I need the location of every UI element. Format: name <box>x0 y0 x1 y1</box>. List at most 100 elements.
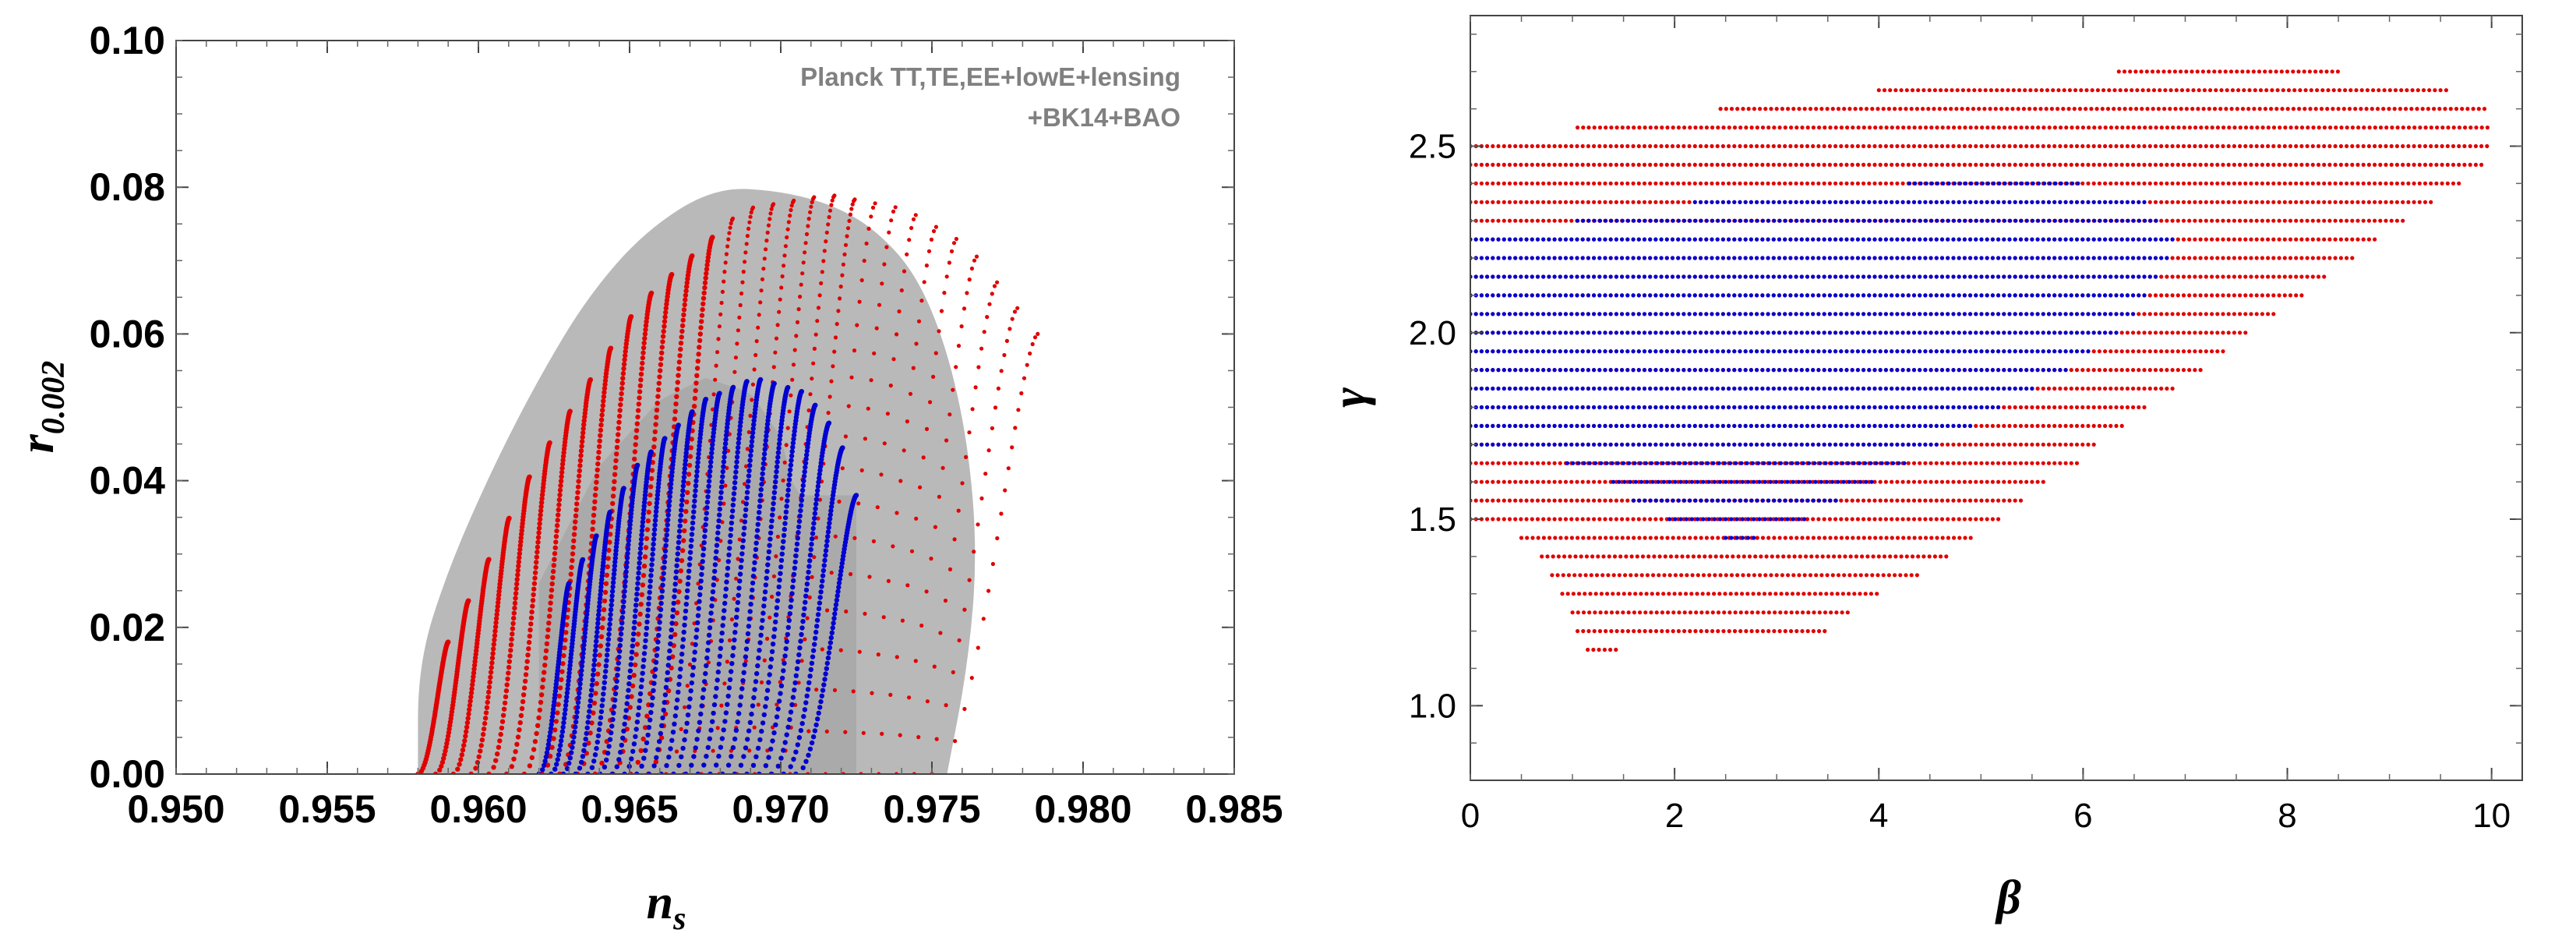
data-point <box>581 422 587 427</box>
data-point <box>682 466 687 472</box>
data-point <box>803 599 808 605</box>
data-point <box>813 402 818 408</box>
data-point <box>2271 143 2276 149</box>
legend: Planck TT,TE,EE+lowE+lensing +BK14+BAO <box>800 62 1180 132</box>
data-point <box>1670 162 1675 167</box>
data-point <box>556 507 561 513</box>
data-point <box>653 759 659 765</box>
data-point <box>2153 143 2158 149</box>
data-point <box>2005 107 2010 111</box>
legend-line-2: +BK14+BAO <box>1028 103 1180 132</box>
data-point <box>2307 69 2312 74</box>
data-point <box>1872 181 1877 186</box>
data-point <box>2120 126 2125 130</box>
data-point <box>2260 162 2264 167</box>
data-point <box>607 509 613 515</box>
data-point <box>799 625 805 631</box>
data-point <box>1771 181 1776 186</box>
data-point <box>635 462 640 468</box>
data-point <box>553 719 559 724</box>
data-point <box>765 555 771 561</box>
data-point <box>2162 107 2167 111</box>
data-point <box>775 534 781 539</box>
data-point <box>666 503 672 508</box>
data-point <box>2282 218 2287 223</box>
data-point <box>439 759 446 765</box>
data-point <box>2181 256 2186 260</box>
data-point <box>724 425 730 430</box>
data-point <box>552 727 558 733</box>
data-point <box>983 472 988 476</box>
data-point <box>559 469 565 476</box>
data-point <box>1496 218 1501 223</box>
data-point <box>2140 107 2144 111</box>
data-point <box>2024 162 2029 167</box>
data-point <box>1715 162 1720 167</box>
data-point <box>1884 126 1889 130</box>
data-point <box>640 350 646 355</box>
data-point <box>792 565 798 571</box>
data-point <box>692 493 698 499</box>
data-point <box>658 735 665 741</box>
data-point <box>2175 256 2180 260</box>
data-point <box>759 728 764 734</box>
data-point <box>604 658 609 663</box>
data-point <box>859 468 864 473</box>
data-point <box>771 500 776 507</box>
data-point <box>649 468 655 473</box>
data-point <box>1816 143 1821 149</box>
data-point <box>743 260 747 264</box>
data-point <box>625 550 630 557</box>
data-point <box>650 695 655 701</box>
data-point <box>710 719 715 724</box>
data-point <box>718 638 724 644</box>
data-point <box>1825 107 1830 111</box>
data-point <box>730 508 736 514</box>
data-point <box>778 425 784 430</box>
data-point <box>1720 181 1725 186</box>
data-point <box>648 578 653 584</box>
data-point <box>627 518 633 524</box>
data-point <box>731 491 737 497</box>
data-point <box>715 524 722 529</box>
data-point <box>439 763 444 769</box>
data-point <box>659 589 665 594</box>
data-point <box>1491 162 1495 167</box>
data-point <box>1772 126 1777 130</box>
data-point <box>1962 162 1967 167</box>
data-point <box>542 655 549 661</box>
data-point <box>2198 162 2203 167</box>
data-point <box>630 643 635 649</box>
data-point <box>2228 69 2234 74</box>
data-point <box>2059 126 2063 130</box>
data-point <box>643 545 649 550</box>
data-point <box>535 535 542 540</box>
data-point <box>2103 143 2108 149</box>
data-point <box>819 584 824 589</box>
data-point <box>1524 181 1529 186</box>
data-point <box>700 306 705 313</box>
data-point <box>536 715 542 720</box>
data-point <box>1704 126 1709 130</box>
data-point <box>2384 218 2388 223</box>
data-point <box>669 473 675 479</box>
data-point <box>722 279 726 284</box>
data-point <box>2271 162 2276 167</box>
data-point <box>609 603 614 608</box>
data-point <box>782 526 787 532</box>
data-point <box>2394 181 2399 186</box>
data-point <box>922 280 926 285</box>
data-point <box>2389 218 2394 223</box>
data-point <box>665 512 671 518</box>
data-point <box>725 659 730 664</box>
data-point <box>2266 200 2271 204</box>
data-point <box>747 719 753 725</box>
data-point <box>2354 88 2359 93</box>
data-point <box>2163 88 2168 93</box>
data-point <box>640 670 645 676</box>
data-point <box>531 586 537 592</box>
data-point <box>833 335 838 340</box>
data-point <box>527 633 532 639</box>
data-point <box>579 663 584 669</box>
data-point <box>1664 143 1669 149</box>
